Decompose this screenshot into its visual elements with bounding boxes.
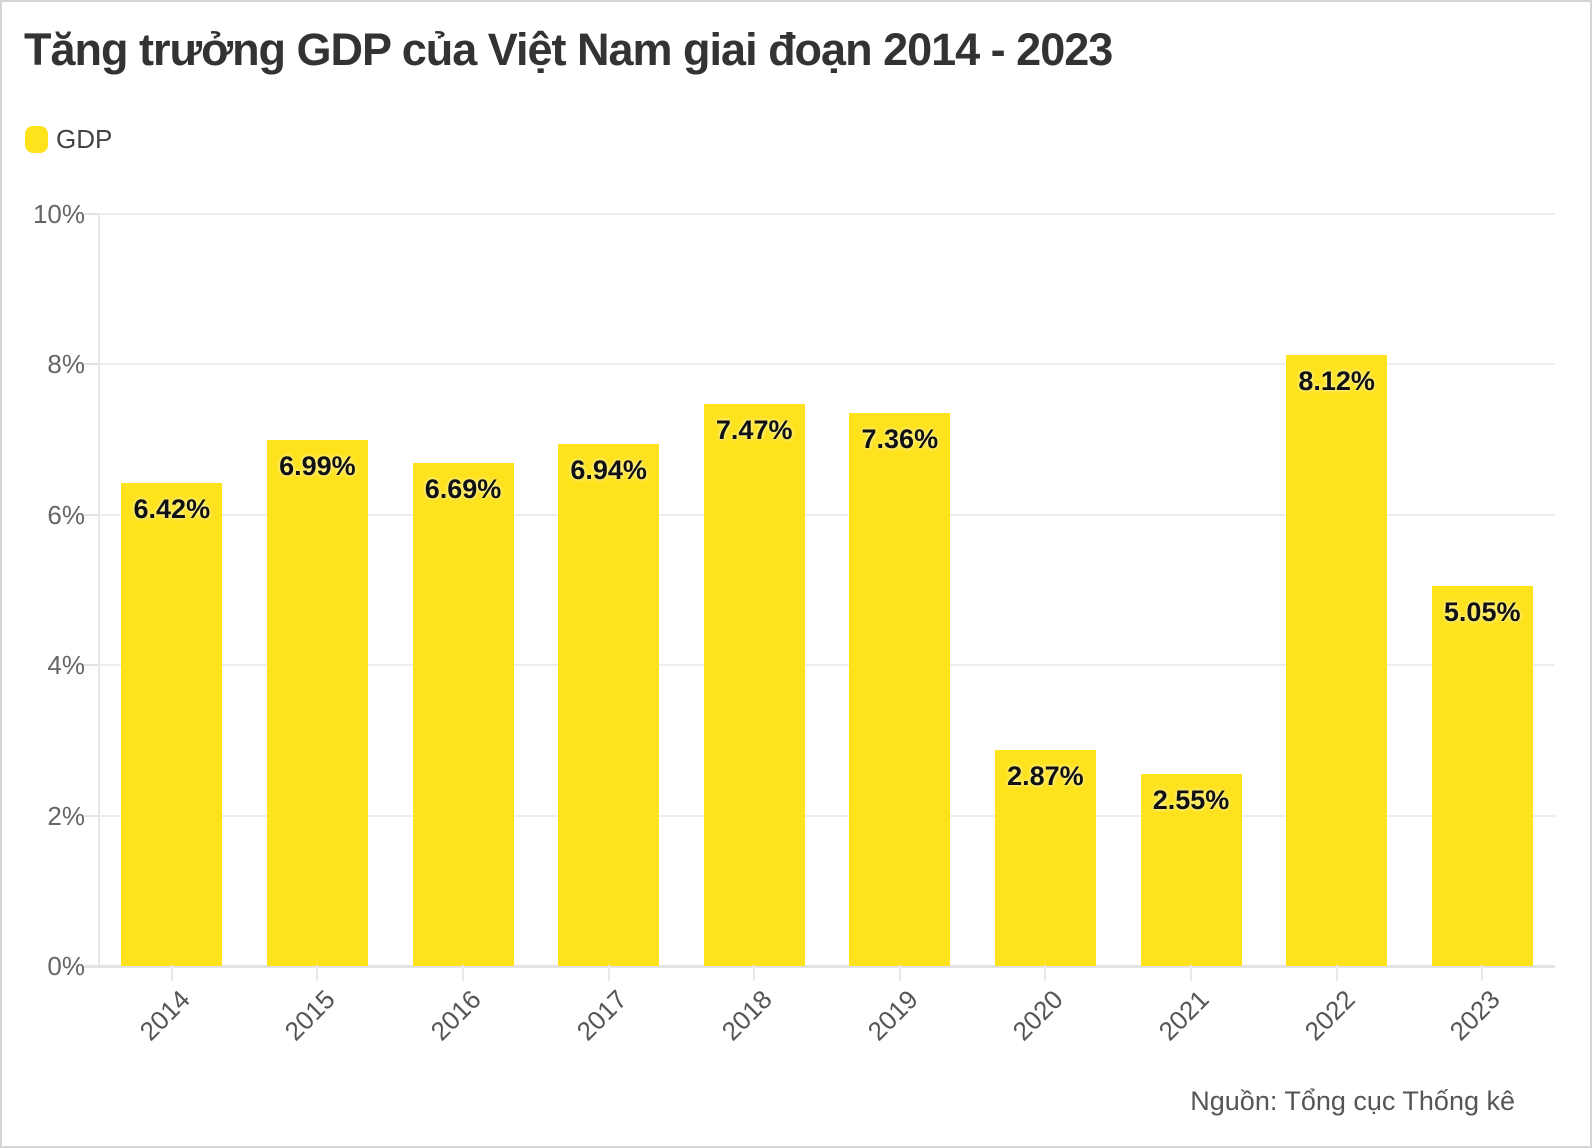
x-tick-2023 [1481,965,1484,981]
bar-2020 [994,750,1096,966]
bar-value-label-2015: 6.99% [279,451,356,482]
x-axis-label-2015: 2015 [279,984,342,1047]
x-axis-label-2021: 2021 [1152,984,1215,1047]
bar-value-label-2021: 2.55% [1152,785,1230,816]
bar-value-label-2017: 6.94% [570,455,647,486]
bar-2016 [412,462,514,966]
y-axis-label-0%: 0% [47,951,85,981]
bar-value-label-2014: 6.42% [133,494,211,525]
y-tick [82,814,99,817]
x-axis-label-2014: 2014 [133,984,196,1047]
gridline-8% [99,363,1555,366]
bar-value-label-2019: 7.36% [861,423,939,454]
gridline-6% [99,513,1555,516]
legend-label: GDP [56,124,113,154]
bar-2014 [121,483,223,966]
bar-value-label-2018: 7.47% [715,415,793,446]
y-tick [82,363,99,366]
x-tick-2015 [316,965,319,981]
x-tick-2022 [1335,965,1338,981]
bar-2022 [1286,355,1388,966]
y-axis-label-2%: 2% [47,800,85,831]
x-axis-line [82,965,1555,968]
bar-value-label-2016: 6.69% [424,473,502,504]
x-tick-2021 [1190,965,1192,981]
bar-2015 [266,440,368,966]
x-axis-label-2016: 2016 [424,984,487,1047]
bar-value-label-2020: 2.87% [1007,761,1084,792]
x-tick-2017 [607,965,610,981]
y-tick [82,213,99,215]
x-axis-label-2023: 2023 [1443,984,1506,1047]
x-axis-label-2018: 2018 [715,984,778,1047]
x-axis-label-2020: 2020 [1007,984,1070,1047]
y-tick [82,664,99,667]
x-axis-label-2017: 2017 [570,984,633,1047]
x-tick-2014 [170,965,173,981]
bar-2019 [849,412,951,966]
gridline-4% [99,664,1555,667]
bar-2023 [1431,586,1533,966]
bar-2018 [703,404,805,966]
source-note: Nguồn: Tổng cục Thống kê [1190,1086,1515,1116]
bar-value-label-2022: 8.12% [1298,366,1375,397]
y-axis-label-4%: 4% [47,650,85,681]
bar-2017 [558,444,660,966]
x-axis-label-2019: 2019 [861,984,924,1047]
y-axis-label-6%: 6% [47,499,85,530]
x-axis-label-2022: 2022 [1298,984,1361,1047]
y-axis-label-10%: 10% [32,199,85,229]
gridline-10% [99,213,1555,215]
legend: GDP [25,124,112,155]
y-tick [82,513,99,516]
bar-value-label-2023: 5.05% [1443,597,1521,628]
gridline-2% [99,814,1555,817]
y-axis-line [98,214,100,966]
y-axis-label-8%: 8% [47,349,85,380]
x-tick-2019 [898,965,901,981]
legend-swatch-gdp [25,126,48,153]
bar-2021 [1140,774,1242,966]
x-tick-2018 [753,965,756,981]
y-tick [82,965,99,967]
page-title: Tăng trưởng GDP của Việt Nam giai đoạn 2… [24,24,1113,75]
x-tick-2016 [462,965,464,981]
x-tick-2020 [1044,965,1047,981]
